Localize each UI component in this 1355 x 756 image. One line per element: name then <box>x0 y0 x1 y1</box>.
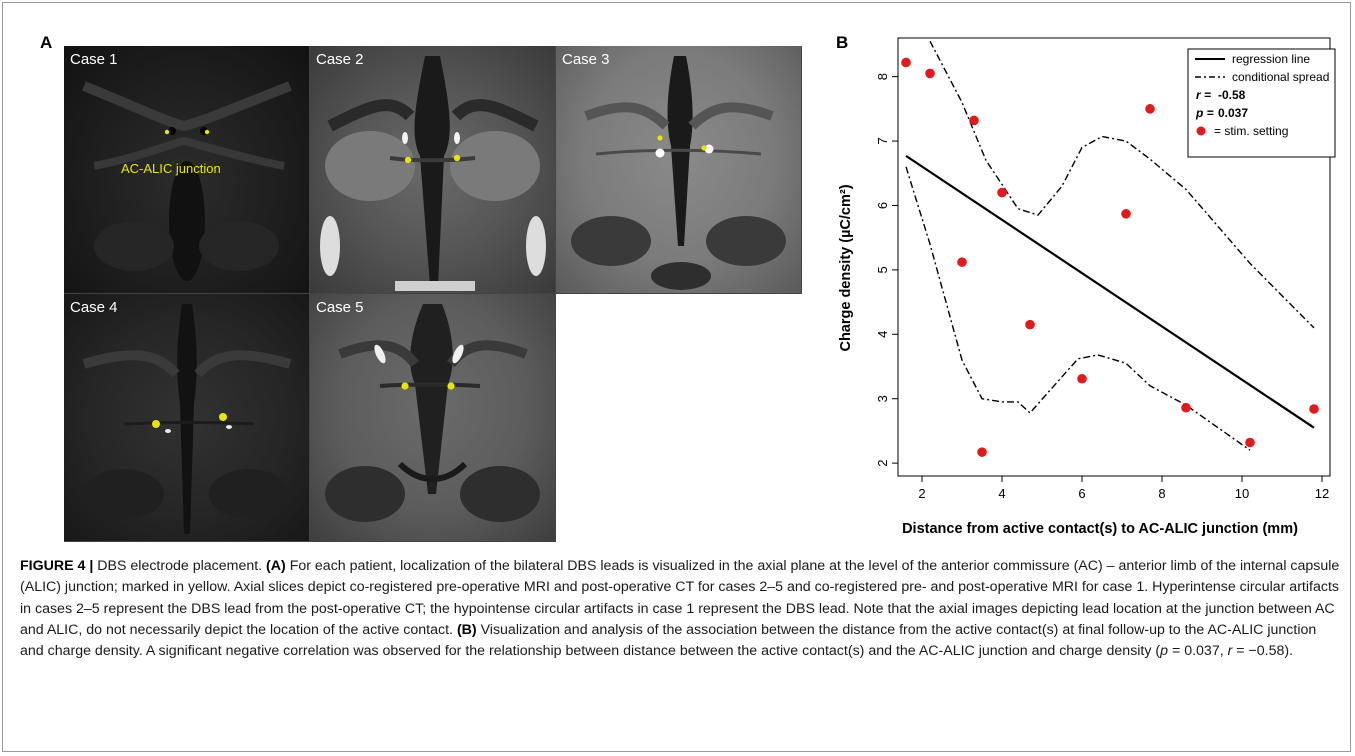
x-tick-label: 2 <box>918 486 925 501</box>
y-tick-label: 6 <box>875 202 890 209</box>
y-axis-label: Charge density (µC/cm²) <box>838 184 854 351</box>
data-point <box>997 187 1007 198</box>
caption-r-symbol: r <box>1227 643 1233 660</box>
data-point <box>957 257 967 267</box>
mri-case-1: Case 1 AC-ALIC junction <box>64 46 310 294</box>
caption-figure-label: FIGURE 4 | <box>20 558 94 574</box>
data-point <box>1309 404 1319 414</box>
mri-case-4: Case 4 <box>64 294 310 542</box>
y-tick-label: 5 <box>875 266 890 273</box>
caption-b-label: (B) <box>456 621 477 638</box>
legend-r-label: r = <box>1196 88 1211 102</box>
panel-b-letter: B <box>836 33 849 52</box>
caption-stat-text-2: = −0.58). <box>1232 643 1294 660</box>
legend-p-label: p = <box>1195 106 1214 120</box>
chart-legend: regression line conditional spread r = -… <box>1187 48 1336 158</box>
caption-title: DBS electrode placement. <box>93 558 267 574</box>
legend-point-swatch <box>1196 126 1206 136</box>
figure-caption: FIGURE 4 | DBS electrode placement. (A) … <box>20 556 1340 662</box>
y-tick-label: 3 <box>875 395 890 402</box>
conditional-spread-lower <box>905 166 1251 451</box>
caption-a-text: For each patient, localization of the bi… <box>20 558 1340 638</box>
mri-case-1-image <box>82 81 292 281</box>
x-tick-label: 6 <box>1078 486 1085 501</box>
case-4-label: Case 4 <box>70 299 118 316</box>
data-point <box>1025 319 1035 330</box>
mri-case-3: Case 3 <box>556 46 802 294</box>
data-point <box>969 115 979 126</box>
caption-p-symbol: p <box>1160 643 1169 660</box>
scatter-chart: 2 4 6 8 10 12 2 3 4 5 6 7 8 regression line conditio… <box>830 28 1340 538</box>
mri-case-3-image <box>571 56 786 290</box>
mri-case-5-image <box>325 304 540 522</box>
legend-r-value: -0.58 <box>1218 88 1246 102</box>
y-tick-label: 7 <box>875 137 890 144</box>
x-axis-label: Distance from active contact(s) to AC-AL… <box>902 521 1298 537</box>
mri-case-4-image <box>82 304 292 534</box>
data-point <box>1121 209 1131 219</box>
case-2-label: Case 2 <box>316 51 364 68</box>
ac-alic-junction-label: AC-ALIC junction <box>121 161 221 176</box>
y-tick-label: 2 <box>875 460 890 467</box>
data-point <box>1181 402 1191 413</box>
scatter-chart-svg: 2 4 6 8 10 12 2 3 4 5 6 7 8 regression line conditio… <box>838 37 1336 537</box>
case-5-label: Case 5 <box>316 299 364 316</box>
mri-case-2-image <box>320 56 546 291</box>
legend-regression-label: regression line <box>1232 52 1310 66</box>
panel-a-letter: A <box>40 33 53 52</box>
x-tick-label: 4 <box>998 486 1005 501</box>
x-tick-label: 8 <box>1158 486 1165 501</box>
plot-area-border <box>897 37 1331 477</box>
data-point <box>977 447 987 457</box>
data-point <box>1077 373 1087 384</box>
legend-spread-label: conditional spread <box>1232 70 1329 84</box>
caption-a-label: (A) <box>266 558 286 574</box>
mri-case-2: Case 2 <box>310 46 556 294</box>
data-point <box>925 68 935 79</box>
legend-points-label: = stim. setting <box>1214 124 1288 138</box>
legend-box <box>1187 48 1336 158</box>
regression-line <box>905 154 1315 429</box>
y-tick-label: 8 <box>875 73 890 80</box>
data-point <box>1245 437 1255 448</box>
data-point <box>901 57 911 68</box>
legend-p-value: 0.037 <box>1218 106 1248 120</box>
case-1-label: Case 1 <box>70 51 118 68</box>
data-point <box>1145 104 1155 114</box>
x-tick-label: 12 <box>1315 486 1329 501</box>
conditional-spread-upper <box>929 40 1315 329</box>
caption-b-text: Visualization and analysis of the associ… <box>20 621 1317 660</box>
case-3-label: Case 3 <box>562 51 610 68</box>
x-tick-label: 10 <box>1235 486 1249 501</box>
y-tick-label: 4 <box>875 331 890 338</box>
mri-case-5: Case 5 <box>310 294 556 542</box>
caption-stat-text: = 0.037, <box>1168 643 1228 660</box>
